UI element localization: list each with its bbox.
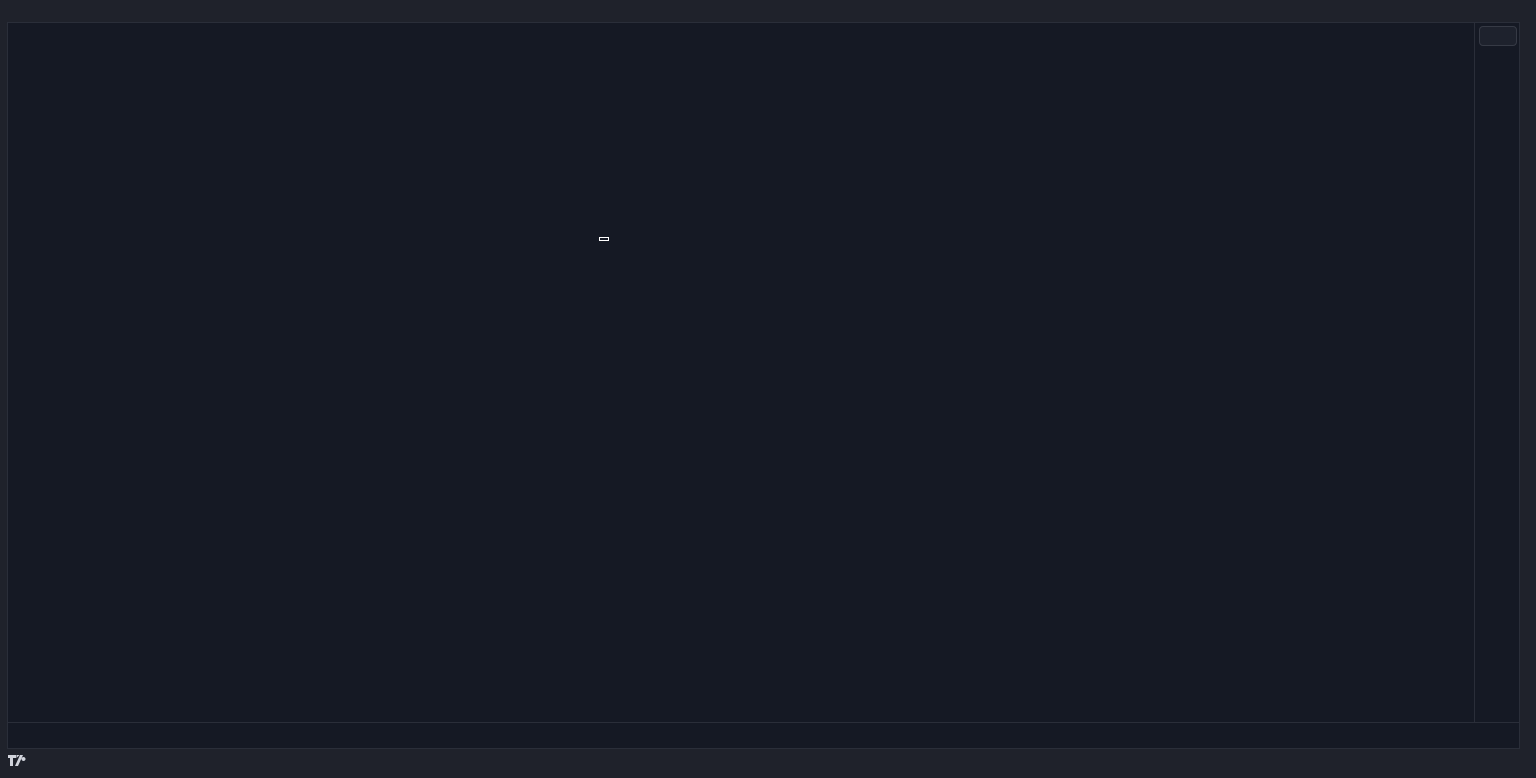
currency-button[interactable] xyxy=(1479,26,1517,46)
price-axis-divider xyxy=(1474,22,1475,722)
tradingview-logo-icon xyxy=(8,755,26,766)
chart-area[interactable] xyxy=(7,22,1520,749)
tradingview-brand[interactable] xyxy=(8,755,32,766)
symbol-legend xyxy=(15,29,51,41)
pattern-start-marker xyxy=(556,526,576,545)
pattern-label[interactable] xyxy=(599,237,609,241)
time-axis-divider xyxy=(7,722,1520,723)
